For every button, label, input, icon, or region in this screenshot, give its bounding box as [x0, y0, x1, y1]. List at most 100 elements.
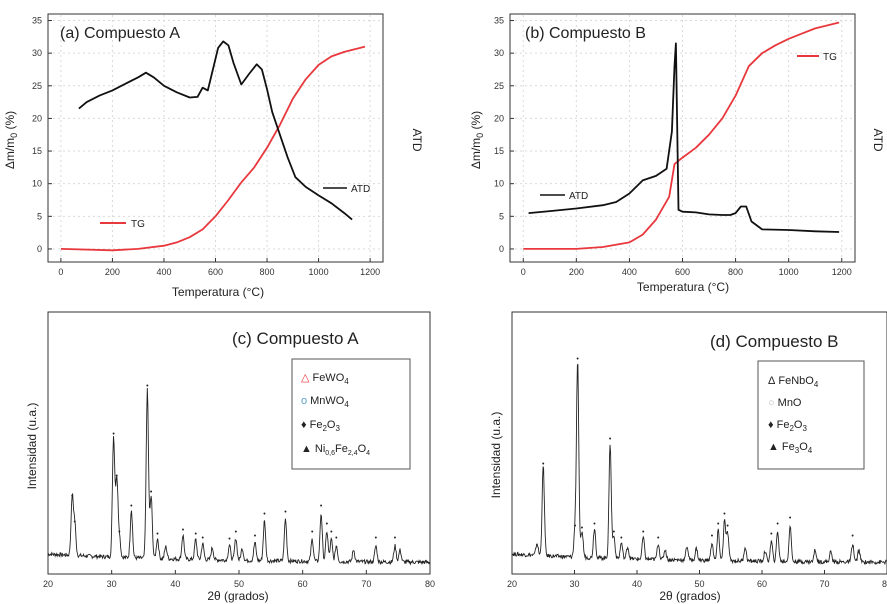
panel-b-ylabel-sub: 0	[475, 133, 485, 138]
y-tick-label: 10	[494, 179, 504, 189]
panel-c-legend-marker-4: ▲	[301, 443, 312, 455]
panel-d-legend-text-1: FeNbO	[778, 375, 814, 387]
peak-marker: •	[320, 503, 323, 510]
panel-d-legend-marker-4: ▲	[768, 441, 779, 453]
panel-a-ylabel-unit: (%)	[3, 111, 17, 133]
series-atd-line	[78, 40, 353, 221]
panel-a-ylabel: Δm/m0 (%)	[3, 111, 19, 169]
y-tick-label: 5	[37, 211, 42, 221]
peak-marker: •	[74, 519, 77, 526]
x-tick-label: 80	[882, 579, 887, 589]
y-tick-label: 10	[32, 179, 42, 189]
panel-c-legend-text-2: MnWO	[310, 395, 345, 407]
panel-c-title: (c) Compuesto A	[232, 329, 359, 348]
panel-d-legend-box	[757, 360, 865, 470]
x-tick-label: 70	[361, 579, 371, 589]
panel-c-legend-text-1: FeWO	[312, 372, 344, 384]
peak-marker: •	[609, 436, 612, 443]
panel-d-legend-text-2: MnO	[778, 397, 802, 409]
y-tick-label: 30	[494, 48, 504, 58]
peak-marker: •	[326, 521, 329, 528]
x-tick-label: 0	[521, 267, 526, 277]
panel-c-legend-marker-3: ♦	[301, 419, 307, 431]
panel-c-legend-text-3b: O	[327, 419, 336, 431]
xrd-pattern-line	[511, 363, 887, 566]
panel-a-xlabel: Temperatura (°C)	[172, 285, 264, 299]
panel-a-title: (a) Compuesto A	[60, 25, 180, 42]
x-tick-label: 70	[819, 579, 829, 589]
peak-marker: •	[723, 511, 726, 518]
peak-marker: •	[335, 535, 338, 542]
peak-marker: •	[263, 511, 266, 518]
panel-d-ylabel: Intensidad (u.a.)	[489, 412, 503, 499]
peak-marker: •	[576, 356, 579, 363]
panel-d-legend-marker-3: ♦	[768, 419, 774, 431]
peak-marker: •	[254, 533, 257, 540]
y-tick-label: 30	[32, 48, 42, 58]
peak-marker: •	[657, 535, 660, 542]
panel-c-legend: △ FeWO4 o MnWO4 ♦ Fe2O3 ▲ Ni0,6Fe2,4O4	[301, 372, 370, 457]
panel-a-right-label: ATD	[410, 128, 424, 151]
peak-marker: •	[118, 529, 121, 536]
panel-d-legend-text-4b: O	[799, 441, 808, 453]
x-tick-label: 1000	[779, 267, 799, 277]
panel-c-legend-box	[291, 358, 411, 470]
panel-d-legend-sub-3a: 2	[789, 424, 794, 433]
panel-c-legend-text-4: Ni	[315, 443, 325, 455]
panel-d-xlabel: 2θ (grados)	[659, 589, 720, 603]
panel-c-legend-sub-4c: 4	[366, 450, 370, 457]
x-tick-label: 40	[632, 579, 642, 589]
x-tick-label: 200	[569, 267, 584, 277]
peak-marker: •	[613, 529, 616, 536]
peak-marker: •	[182, 527, 185, 534]
panel-b-legend-tg-label: TG	[823, 52, 837, 63]
x-tick-label: 0	[58, 267, 63, 277]
peak-marker: •	[228, 536, 231, 543]
panel-d-legend-entry-2: ○ MnO	[768, 397, 802, 409]
y-tick-label: 0	[499, 244, 504, 254]
panel-c-legend-marker-2: o	[301, 395, 307, 407]
panel-c-ylabel: Intensidad (u.a.)	[25, 403, 39, 490]
panel-c-legend-sub-3b: 3	[335, 424, 340, 433]
panel-d-legend-text-3b: O	[794, 419, 803, 431]
panel-c-legend-sub-3a: 2	[322, 424, 327, 433]
peak-marker: •	[776, 521, 779, 528]
peak-marker: •	[150, 489, 153, 496]
panel-c-legend-sub-1: 4	[344, 377, 349, 386]
peak-marker: •	[201, 535, 204, 542]
panel-b-title: (b) Compuesto B	[525, 25, 646, 42]
peak-marker: •	[330, 529, 333, 536]
peak-marker: •	[574, 523, 577, 530]
series-atd-line	[528, 42, 840, 233]
panel-d-legend-sub-4a: 3	[795, 446, 800, 455]
peak-marker: •	[156, 531, 159, 538]
y-tick-label: 35	[32, 16, 42, 26]
panel-b-tg-atd: 0 200 400 600 800 1000 1200 0 5 10 15 20 25 30 35 (b) …	[469, 13, 885, 294]
x-tick-label: 1200	[832, 267, 852, 277]
panel-d-legend-sub-4b: 4	[808, 446, 813, 455]
panel-a-ylabel-main: Δm/m	[3, 138, 17, 169]
y-tick-label: 20	[494, 113, 504, 123]
peak-marker: •	[311, 529, 314, 536]
y-tick-label: 25	[32, 81, 42, 91]
peak-marker: •	[112, 431, 115, 438]
peak-marker: •	[235, 529, 238, 536]
x-tick-label: 800	[728, 267, 743, 277]
panel-b-ylabel: Δm/m0 (%)	[469, 111, 485, 169]
panel-b-ylabel-unit: (%)	[469, 111, 483, 133]
x-tick-label: 20	[507, 579, 517, 589]
peak-marker: •	[593, 521, 596, 528]
x-tick-label: 600	[675, 267, 690, 277]
panel-c-legend-text-4b: Fe	[335, 443, 348, 455]
x-tick-label: 600	[208, 267, 223, 277]
series-tg-line	[60, 45, 366, 252]
y-tick-label: 20	[32, 113, 42, 123]
panel-d-legend: Δ FeNbO4 ○ MnO ♦ Fe2O3 ▲ Fe3O4	[768, 375, 819, 455]
peak-marker: •	[726, 523, 729, 530]
peak-marker: •	[620, 535, 623, 542]
panel-a-legend-atd-label: ATD	[351, 184, 370, 195]
peak-marker: •	[851, 533, 854, 540]
panel-b-ylabel-main: Δm/m	[469, 138, 483, 169]
